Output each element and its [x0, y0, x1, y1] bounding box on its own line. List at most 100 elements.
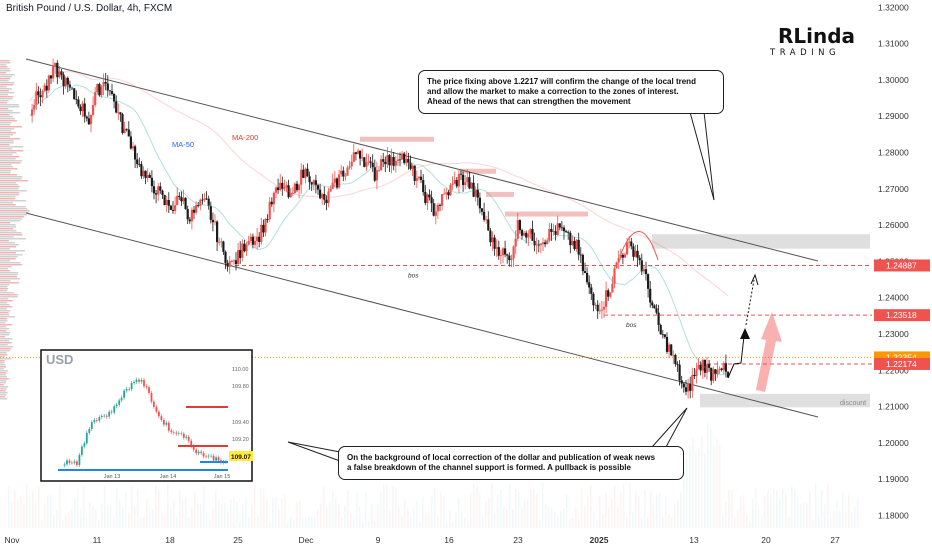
volume-profile-bar [0, 314, 10, 316]
candle-body [291, 193, 294, 194]
volume-bar [788, 518, 790, 528]
candle [165, 196, 168, 213]
volume-profile-bar [0, 274, 18, 276]
chart-title: British Pound / U.S. Dollar, 4h, FXCM [6, 3, 173, 14]
candle-body [642, 269, 645, 272]
candle-body [649, 288, 652, 303]
candle [70, 87, 74, 91]
candle-body [283, 187, 286, 189]
candle-body [392, 157, 395, 166]
candle-body [541, 242, 545, 245]
candle [35, 82, 38, 110]
volume-bar [578, 518, 580, 528]
candle-body [73, 88, 76, 100]
candle [75, 90, 78, 105]
volume-profile-bar [0, 146, 24, 148]
candle-body [396, 159, 399, 161]
volume-profile-bar [0, 230, 17, 232]
candle-body [554, 231, 557, 235]
volume-bar [260, 488, 262, 528]
volume-profile-bar [0, 376, 7, 378]
volume-profile-bar [0, 218, 23, 220]
candle-body [493, 237, 496, 249]
callout-line: The price fixing above 1.2217 will confi… [427, 77, 696, 86]
volume-profile-bar [0, 96, 14, 98]
volume-profile-bar [0, 84, 14, 86]
volume-bar [239, 522, 241, 528]
volume-bar [44, 503, 46, 528]
volume-bar [737, 511, 739, 528]
candle [157, 182, 160, 201]
candle [262, 219, 265, 237]
candle [148, 172, 151, 178]
candle [363, 156, 366, 168]
volume-bar [350, 513, 352, 528]
inset-candle-body [83, 443, 86, 447]
candle [323, 186, 326, 206]
volume-bar [77, 488, 79, 528]
volume-bar [263, 488, 265, 528]
volume-bar [65, 514, 67, 528]
inset-candle-body [180, 433, 183, 434]
volume-bar [662, 516, 664, 528]
candle-body [459, 173, 463, 175]
volume-bar [590, 485, 592, 528]
candle-body [171, 209, 175, 211]
price-tag [874, 309, 930, 322]
candle-body [319, 189, 322, 199]
volume-bar [401, 515, 403, 528]
supply-zone [505, 211, 588, 217]
volume-profile-bar [0, 116, 13, 118]
candle-body [653, 305, 656, 309]
candle-body [77, 99, 80, 107]
volume-bar [782, 488, 784, 528]
candle-body [224, 251, 227, 263]
supply-zone [486, 191, 514, 197]
volume-bar [122, 508, 124, 528]
volume-bar [89, 502, 91, 528]
candle [220, 238, 223, 248]
volume-profile-bar [0, 290, 8, 292]
x-tick-label: Nov [4, 535, 20, 545]
candle [117, 103, 120, 121]
volume-profile-bar [0, 124, 10, 126]
volume-bar [455, 512, 457, 528]
candle [274, 186, 278, 199]
candle [693, 368, 696, 379]
inset-x-tick: Jan 14 [160, 474, 177, 480]
volume-profile-bar [0, 366, 6, 368]
candle-body [491, 237, 494, 243]
volume-bar [35, 501, 37, 528]
candle-body [31, 109, 34, 116]
volume-profile-bar [0, 80, 9, 82]
candle [710, 367, 713, 386]
candle [77, 96, 80, 109]
candle-body [571, 241, 574, 245]
candle [45, 79, 48, 98]
candle-body [644, 269, 648, 275]
volume-bar [437, 516, 439, 528]
x-tick-label: 18 [165, 535, 175, 545]
candle [64, 76, 67, 89]
candle-body [371, 162, 374, 168]
inset-candle-body [143, 380, 145, 387]
volume-bar [14, 490, 16, 528]
candle-body [607, 290, 610, 297]
inset-x-tick: Jan 13 [104, 474, 121, 480]
volume-bar [80, 508, 82, 528]
volume-profile-bar [0, 334, 10, 336]
candle [356, 148, 360, 155]
volume-bar [305, 518, 307, 528]
candle-body [180, 197, 183, 202]
volume-bar [287, 521, 289, 528]
candle [598, 302, 601, 315]
candle-body [419, 176, 423, 180]
candle-body [403, 153, 406, 163]
candle [495, 239, 498, 257]
candle [655, 304, 658, 315]
candle [535, 237, 538, 255]
candle-body [211, 219, 214, 223]
candle [396, 153, 399, 166]
volume-bar [356, 491, 358, 528]
candle-body [146, 174, 149, 178]
